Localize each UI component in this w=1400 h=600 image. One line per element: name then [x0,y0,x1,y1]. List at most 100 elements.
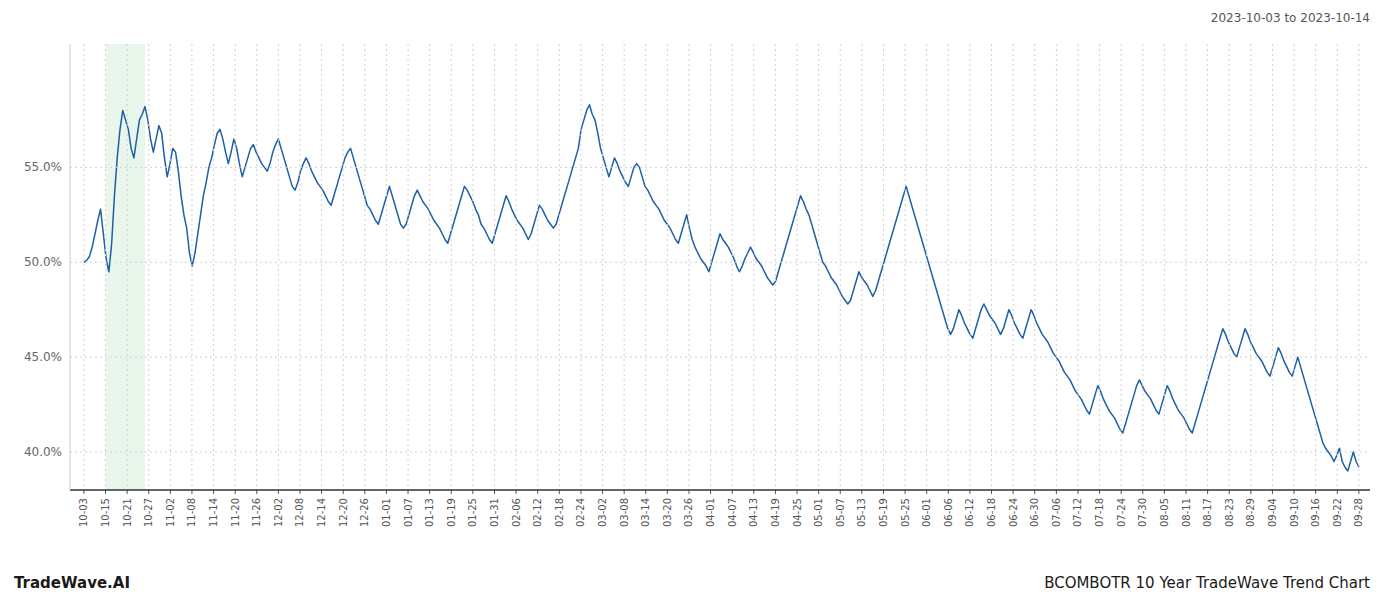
highlight-band [106,44,145,490]
grid-line-x [861,44,862,490]
grid-line-x [580,44,581,490]
x-tick-label: 06-24 [1008,498,1019,527]
x-tick-label: 10-15 [100,498,111,527]
x-tick-label: 09-04 [1267,498,1278,527]
x-tick-label: 01-25 [467,498,478,527]
grid-line-x [1013,44,1014,490]
y-tick-label: 55.0% [24,160,62,174]
x-tick-label: 05-19 [878,498,889,527]
grid-line-y [70,452,1370,453]
x-tick-label: 01-13 [424,498,435,527]
y-tick-label: 45.0% [24,350,62,364]
grid-line-x [948,44,949,490]
x-tick-label: 12-02 [273,498,284,527]
subtitle: 2023-10-03 to 2023-10-14 [1211,11,1370,25]
grid-line-x [321,44,322,490]
x-tick-label: 07-06 [1051,498,1062,527]
x-tick-label: 03-02 [597,498,608,527]
grid-line-x [105,44,106,490]
x-tick-label: 07-24 [1116,498,1127,527]
grid-line-y [70,167,1370,168]
grid-line-x [840,44,841,490]
x-tick-label: 10-27 [143,498,154,527]
x-tick-label: 02-18 [554,498,565,527]
grid-line-x [710,44,711,490]
x-tick-label: 06-30 [1029,498,1040,527]
x-tick-label: 10-21 [122,498,133,527]
trend-line [84,105,1359,471]
grid [70,44,1370,490]
grid-line-x [991,44,992,490]
grid-line-x [645,44,646,490]
x-tick-label: 05-13 [856,498,867,527]
grid-line-y [70,262,1370,263]
grid-line-x [278,44,279,490]
grid-line-x [905,44,906,490]
grid-line-x [775,44,776,490]
grid-line-x [969,44,970,490]
x-tick-label: 11-20 [230,498,241,527]
x-tick-label: 06-06 [943,498,954,527]
grid-line-x [624,44,625,490]
x-tick-label: 12-20 [338,498,349,527]
grid-line-x [688,44,689,490]
x-tick-label: 04-13 [748,498,759,527]
grid-line-x [1186,44,1187,490]
x-tick-label: 05-07 [835,498,846,527]
grid-line-x [451,44,452,490]
grid-line-x [83,44,84,490]
x-axis-line [70,489,1370,491]
grid-line-x [1272,44,1273,490]
x-tick-label: 05-01 [813,498,824,527]
x-tick-label: 01-31 [489,498,500,527]
grid-line-x [1207,44,1208,490]
x-tick-label: 02-12 [532,498,543,527]
grid-line-x [364,44,365,490]
x-tick-label: 04-01 [705,498,716,527]
grid-line-x [1229,44,1230,490]
grid-line-x [1034,44,1035,490]
grid-line-x [148,44,149,490]
grid-line-x [1250,44,1251,490]
grid-line-x [1358,44,1359,490]
x-tick-label: 12-14 [316,498,327,527]
x-tick-label: 04-19 [770,498,781,527]
x-tick-label: 08-17 [1202,498,1213,527]
grid-line-x [818,44,819,490]
x-tick-label: 06-12 [964,498,975,527]
title: BCOMBOTR 10 Year TradeWave Trend Chart [1044,574,1370,592]
grid-line-x [1142,44,1143,490]
grid-line-x [1121,44,1122,490]
grid-line-x [753,44,754,490]
grid-line-x [732,44,733,490]
x-tick-label: 03-26 [683,498,694,527]
x-tick-label: 06-18 [986,498,997,527]
x-tick-label: 07-12 [1072,498,1083,527]
x-tick-label: 03-14 [640,498,651,527]
x-tick-label: 01-07 [403,498,414,527]
grid-line-x [1099,44,1100,490]
grid-line-x [1337,44,1338,490]
grid-line-y [70,357,1370,358]
grid-line-x [343,44,344,490]
plot-area [84,44,1359,490]
x-tick-label: 09-22 [1332,498,1343,527]
x-tick-label: 04-07 [727,498,738,527]
x-tick-label: 09-28 [1353,498,1364,527]
x-tick-label: 05-25 [900,498,911,527]
x-tick-label: 03-08 [619,498,630,527]
grid-line-x [494,44,495,490]
x-tick-label: 12-26 [359,498,370,527]
x-tick-label: 04-25 [792,498,803,527]
x-tick-label: 07-30 [1137,498,1148,527]
x-tick-label: 11-08 [186,498,197,527]
x-tick-label: 11-26 [251,498,262,527]
grid-line-x [1056,44,1057,490]
grid-line-x [1315,44,1316,490]
grid-line-x [235,44,236,490]
grid-line-x [256,44,257,490]
grid-line-x [926,44,927,490]
grid-line-x [191,44,192,490]
grid-line-x [559,44,560,490]
x-tick-label: 02-24 [575,498,586,527]
